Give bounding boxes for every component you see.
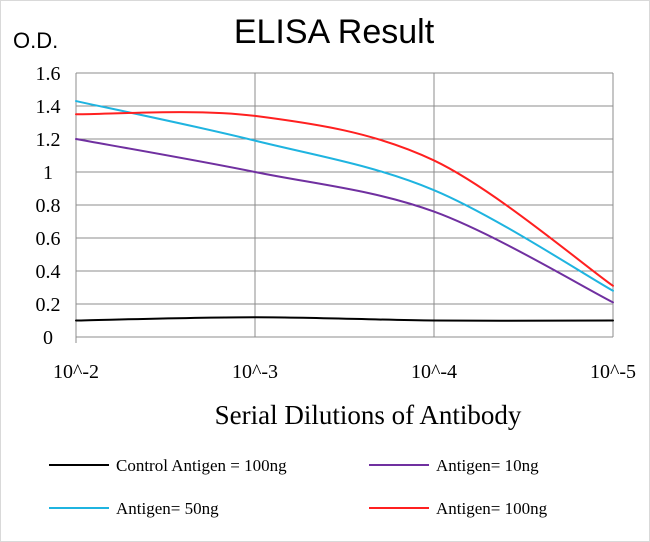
x-tick-label: 10^-2: [53, 361, 99, 383]
y-tick-label: 0.6: [36, 228, 61, 250]
y-tick-label: 1.6: [36, 63, 61, 85]
legend-label: Antigen= 10ng: [436, 456, 539, 475]
y-tick-label: 0.4: [36, 261, 61, 283]
x-tick-label: 10^-3: [232, 361, 278, 383]
y-tick-labels: 0 0.2 0.4 0.6 0.8 1 1.2 1.4 1.6: [36, 63, 61, 349]
legend-label: Antigen= 50ng: [116, 499, 219, 518]
legend: Control Antigen = 100ng Antigen= 10ng Anti…: [49, 456, 548, 518]
series-line-2: [75, 138, 614, 304]
series-line-1: [75, 316, 614, 322]
x-tick-label: 10^-4: [411, 361, 457, 383]
y-tick-label: 1.4: [36, 96, 61, 118]
grid: [75, 72, 614, 343]
y-axis-label: O.D.: [13, 28, 58, 53]
y-tick-label: 0: [43, 327, 53, 349]
x-tick-label: 10^-5: [590, 361, 636, 383]
x-axis-label: Serial Dilutions of Antibody: [215, 400, 522, 430]
legend-label: Antigen= 100ng: [436, 499, 548, 518]
series-line-3: [75, 100, 614, 292]
y-tick-label: 0.8: [36, 195, 61, 217]
y-tick-label: 1.2: [36, 129, 61, 151]
series-line-4: [75, 111, 614, 287]
legend-label: Control Antigen = 100ng: [116, 456, 287, 475]
chart-title: ELISA Result: [234, 13, 435, 51]
x-tick-labels: 10^-2 10^-3 10^-4 10^-5: [53, 361, 636, 383]
y-tick-label: 0.2: [36, 294, 61, 316]
series-lines: [75, 100, 614, 322]
y-tick-label: 1: [43, 162, 53, 184]
